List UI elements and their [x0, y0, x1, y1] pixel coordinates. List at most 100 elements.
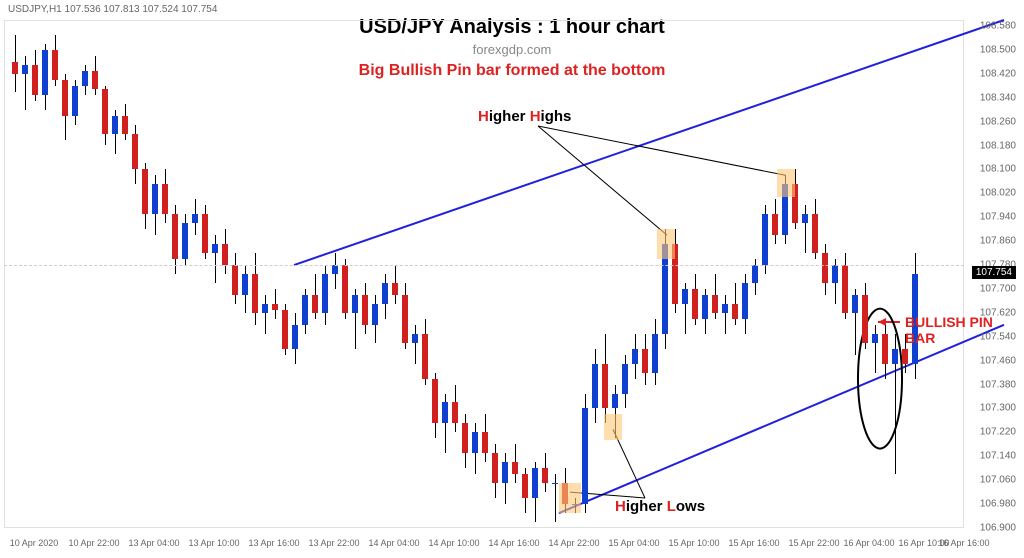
- candle: [732, 0, 738, 558]
- candle: [42, 0, 48, 558]
- candle: [552, 0, 558, 558]
- candle: [692, 0, 698, 558]
- candle: [72, 0, 78, 558]
- candle: [442, 0, 448, 558]
- y-tick-label: 108.180: [980, 140, 1016, 151]
- highlight-box: [777, 169, 795, 197]
- candle: [92, 0, 98, 558]
- x-tick-label: 13 Apr 22:00: [308, 538, 359, 548]
- candle: [822, 0, 828, 558]
- candle: [612, 0, 618, 558]
- candle: [862, 0, 868, 558]
- y-tick-label: 108.100: [980, 164, 1016, 175]
- candle: [902, 0, 908, 558]
- candle: [32, 0, 38, 558]
- highlight-box: [657, 229, 675, 259]
- annotation-hl-letter: H: [530, 108, 541, 125]
- candle: [452, 0, 458, 558]
- candle: [102, 0, 108, 558]
- candle: [322, 0, 328, 558]
- x-tick-label: 16 Apr 16:00: [938, 538, 989, 548]
- candle: [362, 0, 368, 558]
- candle: [912, 0, 918, 558]
- x-tick-label: 14 Apr 16:00: [488, 538, 539, 548]
- candle: [702, 0, 708, 558]
- annotation-higher-highs: Higher Highs: [478, 108, 571, 125]
- y-tick-label: 107.220: [980, 427, 1016, 438]
- candle: [82, 0, 88, 558]
- candle: [602, 0, 608, 558]
- y-tick-label: 108.580: [980, 20, 1016, 31]
- candle: [842, 0, 848, 558]
- candle: [792, 0, 798, 558]
- current-price-marker: 107.754: [972, 266, 1016, 279]
- candle: [232, 0, 238, 558]
- x-tick-label: 10 Apr 2020: [10, 538, 59, 548]
- candle: [672, 0, 678, 558]
- candle: [722, 0, 728, 558]
- candle: [512, 0, 518, 558]
- y-tick-label: 107.860: [980, 236, 1016, 247]
- candle: [382, 0, 388, 558]
- candle: [522, 0, 528, 558]
- y-tick-label: 107.060: [980, 475, 1016, 486]
- annotation-pinbar: BULLISH PIN BAR: [905, 314, 1024, 346]
- y-tick-label: 107.140: [980, 451, 1016, 462]
- annotation-hl-letter: H: [478, 108, 489, 125]
- chart-container: USDJPY,H1 107.536 107.813 107.524 107.75…: [0, 0, 1024, 558]
- candle: [172, 0, 178, 558]
- candle: [752, 0, 758, 558]
- candle: [592, 0, 598, 558]
- candle: [652, 0, 658, 558]
- x-tick-label: 13 Apr 10:00: [188, 538, 239, 548]
- candle: [22, 0, 28, 558]
- candle: [242, 0, 248, 558]
- candle: [122, 0, 128, 558]
- candle: [422, 0, 428, 558]
- candle: [772, 0, 778, 558]
- candle: [712, 0, 718, 558]
- candle: [222, 0, 228, 558]
- candle: [572, 0, 578, 558]
- candle: [342, 0, 348, 558]
- annotation-higher-lows: Higher Lows: [615, 498, 705, 515]
- candle: [662, 0, 668, 558]
- candle: [892, 0, 898, 558]
- candle: [332, 0, 338, 558]
- highlight-box: [559, 483, 581, 513]
- candle: [292, 0, 298, 558]
- candle: [472, 0, 478, 558]
- candle: [182, 0, 188, 558]
- candle: [632, 0, 638, 558]
- candle: [582, 0, 588, 558]
- candle: [142, 0, 148, 558]
- candle: [252, 0, 258, 558]
- candle: [622, 0, 628, 558]
- candle: [682, 0, 688, 558]
- candle: [282, 0, 288, 558]
- candle: [782, 0, 788, 558]
- candle: [392, 0, 398, 558]
- x-tick-label: 14 Apr 04:00: [368, 538, 419, 548]
- y-tick-label: 107.940: [980, 212, 1016, 223]
- x-tick-label: 14 Apr 10:00: [428, 538, 479, 548]
- candle: [12, 0, 18, 558]
- candle: [352, 0, 358, 558]
- candle: [132, 0, 138, 558]
- candle: [152, 0, 158, 558]
- candle: [882, 0, 888, 558]
- annotation-hl-letter: L: [667, 498, 676, 515]
- y-tick-label: 107.460: [980, 355, 1016, 366]
- candle: [212, 0, 218, 558]
- x-tick-label: 13 Apr 16:00: [248, 538, 299, 548]
- y-tick-label: 107.380: [980, 379, 1016, 390]
- candle: [542, 0, 548, 558]
- candle: [852, 0, 858, 558]
- y-tick-label: 108.340: [980, 92, 1016, 103]
- candle: [262, 0, 268, 558]
- candle: [272, 0, 278, 558]
- x-tick-label: 10 Apr 22:00: [68, 538, 119, 548]
- y-tick-label: 106.900: [980, 523, 1016, 534]
- annotation-hl-letter: H: [615, 498, 626, 515]
- candle: [812, 0, 818, 558]
